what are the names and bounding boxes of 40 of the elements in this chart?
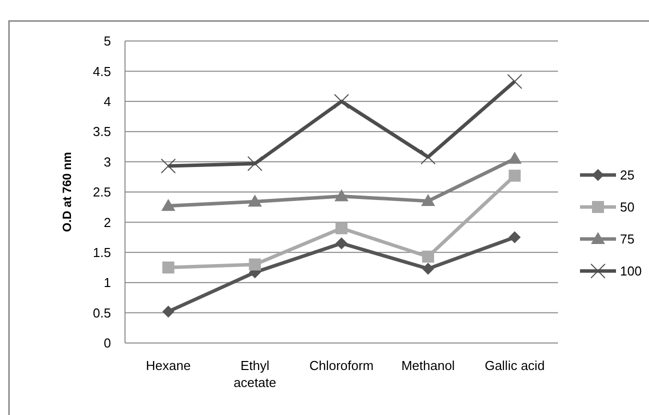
point <box>422 262 434 275</box>
point <box>248 258 261 270</box>
y-tick-label: 4 <box>104 94 111 109</box>
point <box>160 158 176 174</box>
y-tick-label: 3.5 <box>92 124 111 140</box>
legend-label: 75 <box>620 232 634 247</box>
y-tick-label: 2 <box>104 214 111 230</box>
point <box>508 170 521 182</box>
point <box>161 198 176 211</box>
y-tick-label: 4.5 <box>92 64 111 79</box>
point <box>334 189 348 202</box>
y-tick-label: 1 <box>104 275 111 290</box>
point <box>336 237 348 250</box>
x-tick-label: Hexane <box>146 358 191 373</box>
y-tick-label: 5 <box>104 34 111 49</box>
point <box>507 74 522 89</box>
point <box>508 152 522 164</box>
point <box>162 306 174 318</box>
y-tick-label: 1.5 <box>92 244 111 260</box>
x-tick-label: Gallic acid <box>484 358 545 373</box>
x-tick-label: Chloroform <box>309 358 374 373</box>
point <box>421 194 436 206</box>
point <box>420 149 436 164</box>
y-tick-label: 3 <box>104 154 111 170</box>
x-tick-label: Ethyl acetate <box>234 358 276 390</box>
y-tick-label: 0.5 <box>92 305 111 320</box>
point <box>162 262 174 274</box>
point <box>422 250 434 263</box>
legend-label: 25 <box>620 168 634 183</box>
point <box>248 194 262 207</box>
point <box>334 94 349 109</box>
point <box>336 222 348 234</box>
y-tick-label: 0 <box>104 336 111 351</box>
legend-label: 50 <box>620 200 634 215</box>
y-axis-title: O.D at 760 nm <box>60 152 74 232</box>
point <box>247 156 262 172</box>
y-tick-label: 2.5 <box>92 184 111 200</box>
point <box>508 231 521 244</box>
legend-label: 100 <box>620 264 642 279</box>
x-tick-label: Methanol <box>401 358 455 373</box>
